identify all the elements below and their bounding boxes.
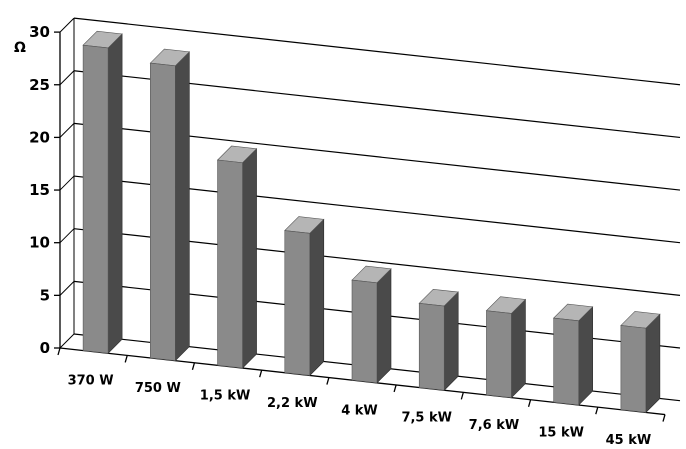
grid-depth-edge [59, 17, 75, 33]
x-tick [595, 406, 599, 415]
x-tick-label: 7,6 kW [469, 418, 520, 433]
bar-side [242, 148, 257, 369]
y-tick-label: 20 [29, 128, 50, 146]
labels: 0 5 10 15 20 25 30 370 W 750 W 1,5 kW 2,2 kW 4 kW 7,… [29, 23, 651, 448]
bar-front [217, 159, 243, 369]
grid-depth-edge [59, 280, 75, 296]
x-tick [662, 414, 666, 422]
bar [149, 48, 190, 362]
bar-front [418, 302, 445, 391]
grid-depth-edge [59, 175, 75, 191]
y-tick-label: 0 [40, 339, 50, 357]
y-unit-label: Ω [14, 40, 26, 56]
bar-front [82, 44, 109, 354]
bar-front [351, 279, 378, 384]
bar [82, 30, 123, 355]
x-tick [326, 377, 330, 385]
bar-front [486, 310, 512, 398]
y-tick-label: 30 [29, 23, 50, 41]
bar-side [107, 33, 123, 355]
grid-depth-edge [59, 70, 75, 86]
x-tick-label: 45 kW [606, 433, 652, 448]
y-tick-label: 25 [29, 76, 50, 94]
bar [553, 303, 594, 406]
bar [485, 296, 527, 399]
x-tick-label: 1,5 kW [200, 388, 251, 403]
x-tick-label: 750 W [135, 381, 181, 396]
x-tick [460, 392, 464, 400]
grid-depth-edge [59, 333, 75, 349]
bar-side [511, 298, 526, 399]
grid-depth-edge [59, 228, 75, 244]
x-tick [191, 362, 196, 370]
bar [620, 311, 661, 414]
bar-front [620, 325, 647, 413]
grid-depth-edge [59, 123, 75, 138]
bar-side [578, 306, 593, 406]
x-tick-label: 370 W [68, 374, 114, 389]
bar-front [150, 62, 176, 362]
bar-side [175, 51, 190, 362]
bar [351, 265, 392, 384]
x-tick-label: 2,2 kW [267, 396, 318, 411]
gridline [73, 17, 681, 86]
x-tick-label: 15 kW [538, 425, 584, 440]
bar-side [645, 313, 661, 414]
bars [82, 30, 661, 414]
x-tick [393, 384, 397, 393]
x-tick [259, 370, 263, 378]
bar-side [376, 268, 392, 384]
x-tick-label: 4 kW [341, 403, 378, 418]
bar-side [443, 291, 459, 391]
bar-side [309, 218, 325, 377]
y-tick-label: 5 [40, 286, 50, 304]
y-tick-label: 10 [29, 234, 50, 252]
x-tick [527, 399, 532, 407]
x-tick [57, 347, 61, 356]
y-tick-label: 15 [29, 181, 50, 199]
x-tick [124, 355, 128, 363]
bar-front [284, 230, 311, 376]
x-tick-label: 7,5 kW [401, 411, 452, 426]
bar-front [553, 317, 579, 406]
bar [418, 288, 459, 391]
bar [216, 145, 258, 369]
bar [284, 216, 325, 377]
